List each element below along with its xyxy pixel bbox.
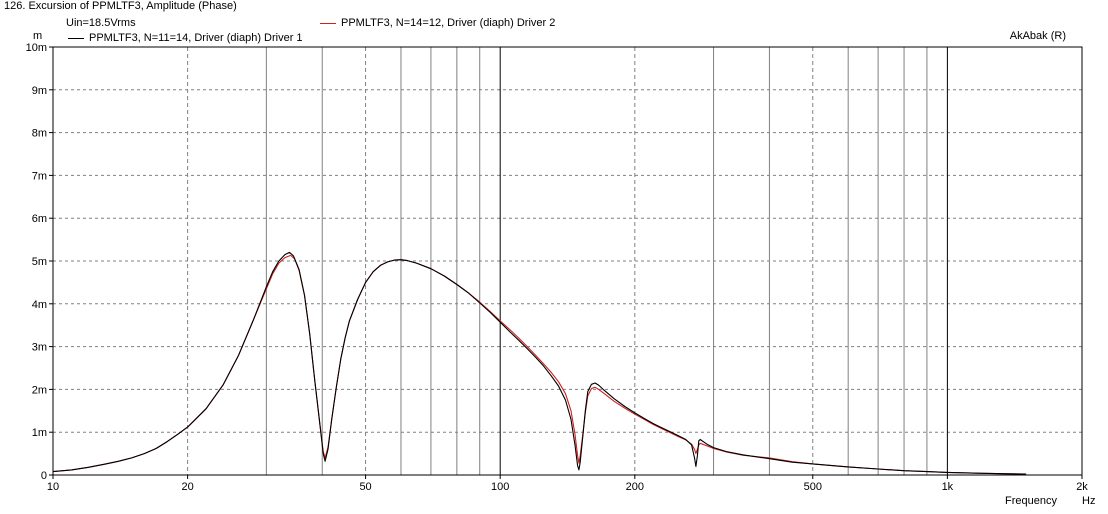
legend-item-driver2: PPMLTF3, N=14=12, Driver (diaph) Driver … xyxy=(320,17,555,30)
x-tick-label: 2k xyxy=(1076,481,1088,493)
legend-label-driver2: PPMLTF3, N=14=12, Driver (diaph) Driver … xyxy=(341,17,556,29)
tick-label-layer: 10 20 50 100 200 500 1k 2k 0 1m 2m 3m 4m 5m 6m 7m 8m 9m 10… xyxy=(26,42,1089,493)
x-tick-label: 100 xyxy=(491,481,509,493)
y-tick-label: 3m xyxy=(32,342,47,354)
brand-label: AkAbak (R) xyxy=(1009,30,1066,42)
x-tick-label: 500 xyxy=(804,481,822,493)
y-tick-label: 4m xyxy=(32,299,47,311)
series-line-driver1 xyxy=(52,251,1027,475)
y-tick-label: 6m xyxy=(32,213,47,225)
y-tick-label: 2m xyxy=(32,384,47,396)
x-tick-label: 50 xyxy=(359,481,371,493)
window-title: 126. Excursion of PPMLTF3, Amplitude (Ph… xyxy=(4,0,237,12)
series-layer xyxy=(52,251,1027,475)
legend-swatch-driver1 xyxy=(68,37,84,39)
series-line-driver2 xyxy=(52,254,1027,475)
y-axis-unit: m xyxy=(33,30,43,42)
legend-item-driver1: PPMLTF3, N=11=14, Driver (diaph) Driver … xyxy=(68,32,303,45)
x-tick-label: 20 xyxy=(181,481,193,493)
input-voltage-label: Uin=18.5Vrms xyxy=(66,17,136,29)
y-tick-label: 0 xyxy=(41,470,47,482)
x-tick-label: 200 xyxy=(626,481,644,493)
y-tick-label: 1m xyxy=(32,427,47,439)
grid-layer xyxy=(53,47,1082,475)
x-axis-unit: Hz xyxy=(1082,495,1096,507)
plot-frame xyxy=(52,46,1083,476)
y-tick-label: 8m xyxy=(32,128,47,140)
x-tick-label: 10 xyxy=(47,481,59,493)
legend-label-driver1: PPMLTF3, N=11=14, Driver (diaph) Driver … xyxy=(89,32,303,44)
x-axis-label: Frequency xyxy=(1005,495,1057,507)
y-tick-label: 9m xyxy=(32,85,47,97)
y-tick-label: 10m xyxy=(26,42,47,54)
x-tick-label: 1k xyxy=(942,481,954,493)
y-tick-label: 7m xyxy=(32,170,47,182)
y-tick-label: 5m xyxy=(32,256,47,268)
legend-swatch-driver2 xyxy=(320,22,336,24)
